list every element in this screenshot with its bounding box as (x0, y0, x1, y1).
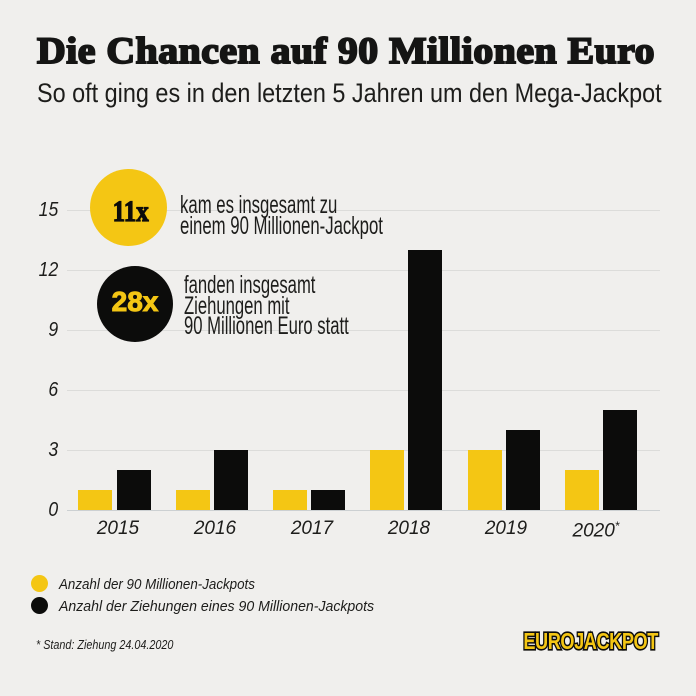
svg-text:EUROJACKPOT: EUROJACKPOT (523, 629, 658, 655)
